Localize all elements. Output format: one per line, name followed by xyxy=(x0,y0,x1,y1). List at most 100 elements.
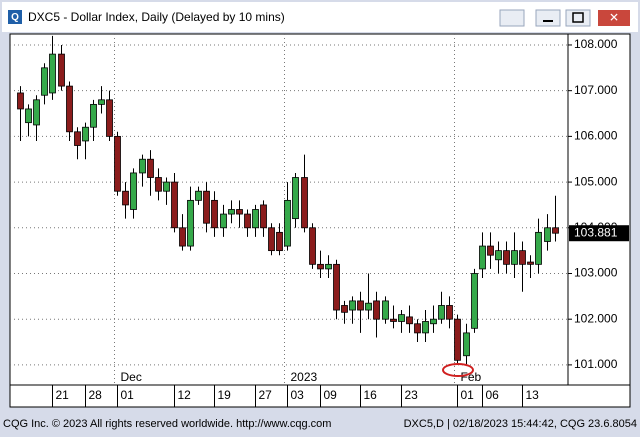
candle-body xyxy=(66,85,73,133)
last-price-label: 103.881 xyxy=(574,225,618,239)
candle-body xyxy=(309,227,316,265)
candle-body xyxy=(17,92,24,110)
y-axis-area xyxy=(567,33,631,386)
candle-body xyxy=(471,273,478,329)
candle-body xyxy=(454,318,461,361)
title-bar xyxy=(2,2,638,32)
x-tick-label: 16 xyxy=(364,388,378,402)
candle-body xyxy=(252,209,259,229)
candle-body xyxy=(463,332,470,357)
candle-body xyxy=(114,135,121,192)
y-tick-label: 103.000 xyxy=(574,266,618,280)
candle-body xyxy=(49,53,56,94)
candle-body xyxy=(495,250,502,261)
app-icon xyxy=(8,10,22,24)
y-tick-label: 101.000 xyxy=(574,357,618,371)
candle-body xyxy=(33,99,40,126)
candle-body xyxy=(147,158,154,178)
x-tick-label: 03 xyxy=(291,388,305,402)
candle-body xyxy=(479,245,486,270)
link-button[interactable] xyxy=(499,9,525,27)
candle-body xyxy=(349,300,356,311)
maximize-button[interactable] xyxy=(565,9,591,27)
candle-body xyxy=(228,209,235,215)
candle-body xyxy=(211,199,218,229)
candle-body xyxy=(106,99,113,137)
candle-body xyxy=(220,213,227,229)
candle-body xyxy=(325,263,332,270)
candle-body xyxy=(552,227,559,234)
chart-title: DXC5 - Dollar Index, Daily (Delayed by 1… xyxy=(28,10,285,24)
candle-body xyxy=(276,231,283,252)
candle-body xyxy=(41,67,48,96)
candle-body xyxy=(519,250,526,265)
x-tick-label: 23 xyxy=(405,388,419,402)
candle-body xyxy=(187,199,194,247)
y-tick-label: 108.000 xyxy=(574,37,618,51)
candle-body xyxy=(527,261,534,265)
x-tick-label: 06 xyxy=(486,388,500,402)
candle-body xyxy=(163,181,170,192)
candle-body xyxy=(544,227,551,242)
candle-body xyxy=(139,158,146,174)
candle-body xyxy=(438,305,445,320)
candle-body xyxy=(268,227,275,252)
candle-body xyxy=(98,99,105,105)
candle-body xyxy=(155,177,162,192)
candle-body xyxy=(398,314,405,322)
x-tick-label: 13 xyxy=(526,388,540,402)
low-highlight xyxy=(442,363,474,377)
close-icon: ✕ xyxy=(609,11,619,25)
candle-body xyxy=(430,318,437,325)
x-tick-label: 27 xyxy=(259,388,273,402)
candle-body xyxy=(203,190,210,224)
candle-body xyxy=(292,177,299,220)
candle-body xyxy=(414,323,421,334)
y-tick-label: 105.000 xyxy=(574,174,618,188)
candle-body xyxy=(130,172,137,210)
candle-body xyxy=(487,245,494,256)
y-tick-label: 107.000 xyxy=(574,83,618,97)
candle-body xyxy=(236,209,243,215)
candle-body xyxy=(260,204,267,229)
candle-body xyxy=(535,231,542,265)
candle-body xyxy=(373,300,380,320)
candle-body xyxy=(317,263,324,270)
candle-body xyxy=(422,321,429,334)
candle-body xyxy=(58,53,65,87)
x-tick-label: 19 xyxy=(218,388,232,402)
candle-body xyxy=(446,305,453,320)
app-icon-letter: Q xyxy=(11,12,19,23)
x-tick-label: 01 xyxy=(121,388,135,402)
candle-body xyxy=(171,181,178,229)
candle-body xyxy=(74,131,81,146)
candle-body xyxy=(82,126,89,142)
status: DXC5,D | 02/18/2023 15:44:42, CQG 23.6.8… xyxy=(404,418,637,430)
candle-body xyxy=(390,318,397,322)
candle-body xyxy=(284,199,291,247)
candle-body xyxy=(341,305,348,313)
copyright: CQG Inc. © 2023 All rights reserved worl… xyxy=(3,418,331,430)
candle-body xyxy=(406,316,413,325)
candle-body xyxy=(122,190,129,206)
close-button[interactable] xyxy=(598,10,630,26)
candle-body xyxy=(244,213,251,229)
x-tick-label: 28 xyxy=(89,388,103,402)
candle-body xyxy=(25,108,32,124)
candle-body xyxy=(382,300,389,320)
candle-body xyxy=(179,227,186,247)
candle-body xyxy=(301,177,308,229)
last-price-box xyxy=(569,225,629,242)
month-label: 2023 xyxy=(291,370,318,384)
x-tick-label: 01 xyxy=(461,388,475,402)
maximize-icon xyxy=(572,12,584,23)
x-tick-label: 09 xyxy=(324,388,338,402)
x-tick-label: 21 xyxy=(56,388,70,402)
x-tick-label: 12 xyxy=(178,388,192,402)
candle-body xyxy=(511,250,518,265)
candle-body xyxy=(365,302,372,311)
minimize-button[interactable] xyxy=(535,9,561,27)
candle-body xyxy=(90,103,97,128)
